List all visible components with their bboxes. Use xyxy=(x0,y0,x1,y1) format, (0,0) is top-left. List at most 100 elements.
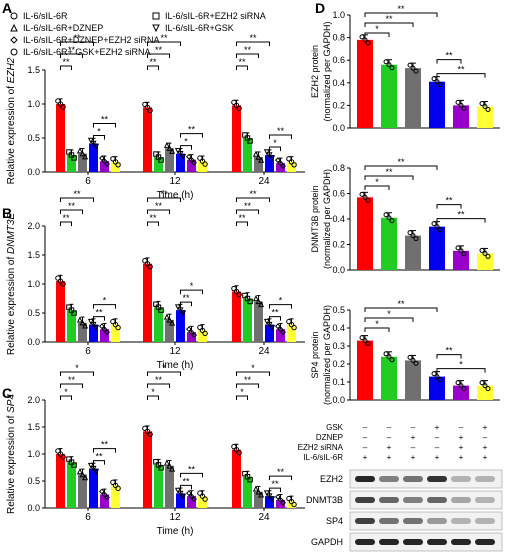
significance-bracket xyxy=(60,209,83,214)
data-point xyxy=(288,159,295,165)
significance-bracket xyxy=(60,221,72,226)
condition-label-4: IL-6/sIL-6R xyxy=(303,453,343,462)
bar-A-12-s6 xyxy=(198,161,207,172)
data-point xyxy=(274,323,281,330)
data-point xyxy=(455,245,461,251)
data-point xyxy=(236,105,242,112)
significance-bracket xyxy=(60,197,94,202)
data-point xyxy=(410,65,416,71)
data-point xyxy=(255,153,262,160)
significance-bracket xyxy=(436,354,462,359)
significance-label: * xyxy=(190,281,194,291)
data-point xyxy=(461,251,467,257)
y-tick-label: 0.4 xyxy=(332,78,345,88)
bar-A-6-s3 xyxy=(78,153,87,172)
y-axis-subtitle: (normalized per GAPDH) xyxy=(322,305,332,405)
data-point xyxy=(233,288,240,295)
significance-bracket xyxy=(180,484,192,490)
data-point xyxy=(383,351,389,357)
significance-bracket xyxy=(269,134,292,139)
data-point xyxy=(233,446,240,453)
data-point xyxy=(389,218,395,224)
significance-bracket xyxy=(364,307,438,312)
bar-B-12-s4 xyxy=(176,310,185,342)
bar-A-6-s2 xyxy=(67,155,76,172)
data-point xyxy=(104,161,111,168)
legend-label-2: IL-6/sIL-6R+EZH2 siRNA xyxy=(165,11,266,21)
data-point xyxy=(98,155,105,162)
significance-label: * xyxy=(97,126,101,136)
condition-cell: + xyxy=(459,453,464,462)
condition-cell: – xyxy=(363,443,368,452)
significance-bracket xyxy=(60,395,72,400)
blot-band xyxy=(451,539,471,545)
y-tick-label: 0.6 xyxy=(332,55,345,65)
condition-cell: – xyxy=(363,433,368,442)
significance-bracket xyxy=(436,218,486,223)
data-point xyxy=(185,490,192,497)
data-point xyxy=(90,321,97,328)
y-tick-label: 0.2 xyxy=(332,100,345,110)
data-point xyxy=(286,156,292,162)
data-point xyxy=(57,101,64,107)
x-tick-label: 12 xyxy=(169,346,181,357)
data-point xyxy=(247,298,253,305)
bar-D3-3 xyxy=(405,360,421,400)
bar-B-24-s5 xyxy=(276,329,285,342)
data-point xyxy=(485,386,491,392)
bar-C-12-s5 xyxy=(187,496,196,508)
data-point xyxy=(277,160,284,167)
significance-label: ** xyxy=(445,346,453,356)
significance-bracket xyxy=(147,395,159,400)
significance-bracket xyxy=(364,22,414,27)
data-point xyxy=(147,107,153,114)
blot-band xyxy=(475,497,495,503)
bar-B-24-s3 xyxy=(254,301,263,342)
data-point xyxy=(199,493,206,499)
data-point xyxy=(280,499,287,506)
data-point xyxy=(163,141,170,148)
bar-B-24-s2 xyxy=(243,298,252,342)
condition-cell: + xyxy=(483,423,488,432)
data-point xyxy=(110,318,116,325)
data-point xyxy=(202,496,208,502)
data-point xyxy=(383,59,389,65)
data-point xyxy=(389,65,395,71)
data-point xyxy=(386,215,392,221)
significance-bracket xyxy=(147,197,181,202)
blot-band xyxy=(427,518,447,524)
y-tick-label: 1.0 xyxy=(27,279,40,289)
data-point xyxy=(434,374,440,380)
significance-bracket xyxy=(364,12,438,17)
bar-C-12-s3 xyxy=(165,465,174,508)
significance-label: ** xyxy=(160,189,168,199)
data-point xyxy=(263,149,270,156)
significance-bracket xyxy=(60,53,83,58)
significance-bracket xyxy=(147,209,170,214)
blot-band xyxy=(403,539,423,545)
significance-label: ** xyxy=(73,189,81,199)
blot-label-gapdh: GAPDH xyxy=(311,537,343,547)
condition-cell: + xyxy=(459,433,464,442)
bar-D1-6 xyxy=(477,106,493,128)
data-point xyxy=(90,140,97,147)
legend-label-5: IL-6/sIL-6R+DZNEP+EZH2 siRNA xyxy=(23,35,160,45)
x-tick-label: 24 xyxy=(258,346,270,357)
data-point xyxy=(185,326,192,333)
significance-bracket xyxy=(236,371,270,376)
data-point xyxy=(76,147,83,154)
data-point xyxy=(93,324,100,331)
bar-A-12-s1 xyxy=(143,107,152,172)
blot-band xyxy=(403,476,423,482)
significance-label: * xyxy=(64,387,68,397)
y-tick-label: 0.0 xyxy=(332,123,345,133)
data-point xyxy=(144,428,151,435)
y-tick-label: 0.5 xyxy=(27,476,40,486)
condition-cell: + xyxy=(483,453,488,462)
x-tick-label: 12 xyxy=(169,512,181,523)
significance-bracket xyxy=(236,383,259,388)
panel-label-a: A xyxy=(2,0,13,16)
significance-bracket xyxy=(147,383,170,388)
significance-bracket xyxy=(93,460,105,465)
blot-band xyxy=(451,497,471,503)
